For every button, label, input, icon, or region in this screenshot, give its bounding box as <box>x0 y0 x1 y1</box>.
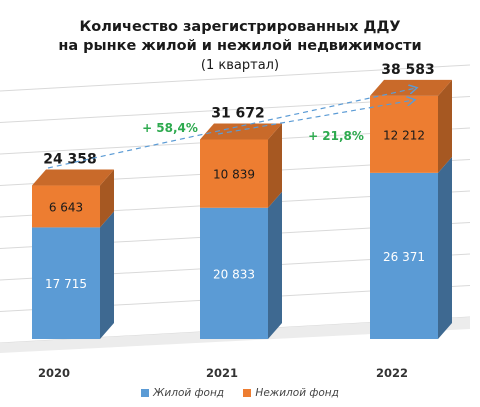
bar-residential-side <box>268 191 282 339</box>
bar-residential-front <box>200 207 268 339</box>
legend-swatch-commercial <box>243 389 252 397</box>
bar-residential-front <box>32 227 100 339</box>
bar-commercial-side <box>100 169 114 228</box>
growth-label: + 21,8% <box>308 129 364 143</box>
chart-title-line-1: Количество зарегистрированных ДДУ <box>79 19 401 35</box>
bar-commercial-side <box>438 79 452 173</box>
total-label: 24 358 <box>43 152 97 168</box>
growth-label: + 58,4% <box>142 121 198 135</box>
bar-residential-front <box>370 172 438 339</box>
total-label: 31 672 <box>211 105 265 121</box>
data-label-commercial: 10 839 <box>213 168 255 182</box>
bar-residential-side <box>100 211 114 339</box>
bar-commercial-top <box>200 123 282 140</box>
legend-label-residential: Жилой фонд <box>153 387 225 399</box>
bar-commercial-top <box>32 169 114 186</box>
bar-commercial-top <box>370 79 452 96</box>
chart-title-line-2: на рынке жилой и нежилой недвижимости <box>58 38 422 54</box>
data-label-residential: 20 833 <box>213 267 255 281</box>
gridline <box>0 64 471 92</box>
bar-commercial-front <box>32 185 100 228</box>
x-tick-label: 2022 <box>376 366 408 380</box>
total-label: 38 583 <box>381 62 435 78</box>
data-label-commercial: 6 643 <box>49 200 83 214</box>
legend-item-residential: Жилой фонд <box>141 387 224 399</box>
bar-commercial-front <box>200 139 268 208</box>
bar-residential-side <box>438 156 452 339</box>
legend-item-commercial: Нежилой фонд <box>243 387 339 399</box>
legend-swatch-residential <box>141 389 150 397</box>
legend-label-commercial: Нежилой фонд <box>255 387 339 399</box>
legend: Жилой фонд Нежилой фонд <box>0 387 480 400</box>
chart-subtitle: (1 квартал) <box>200 58 280 73</box>
x-tick-label: 2020 <box>38 366 70 380</box>
bar-commercial-front <box>370 95 438 173</box>
data-label-commercial: 12 212 <box>383 128 425 142</box>
growth-arrow <box>217 100 414 135</box>
data-label-residential: 26 371 <box>383 250 425 264</box>
title-block: Количество зарегистрированных ДДУ на рын… <box>0 18 480 73</box>
x-tick-label: 2021 <box>206 366 238 380</box>
data-label-residential: 17 715 <box>45 277 87 291</box>
bar-commercial-side <box>268 123 282 208</box>
